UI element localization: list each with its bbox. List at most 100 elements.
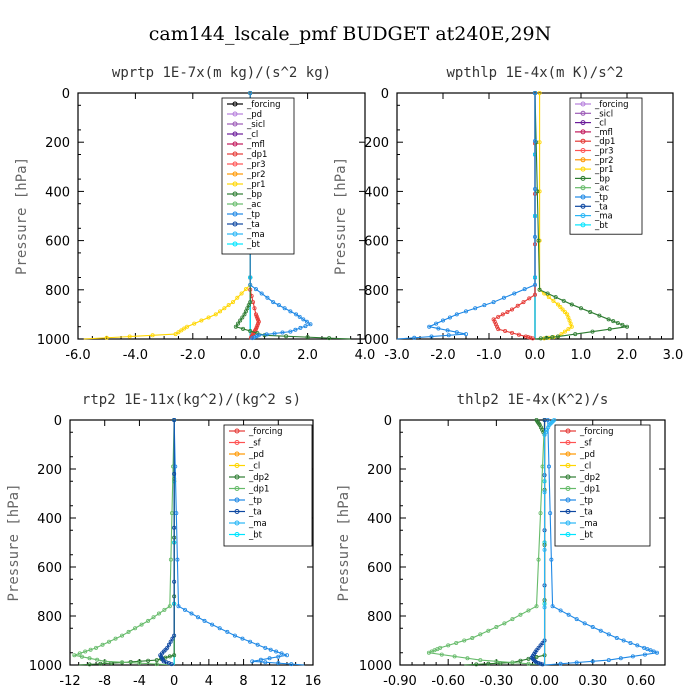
legend-marker <box>580 129 586 135</box>
series-marker <box>579 306 584 311</box>
series-marker <box>253 287 258 292</box>
series-marker <box>494 625 499 630</box>
x-tick-label: -4.0 <box>123 348 148 363</box>
series-marker <box>301 317 306 322</box>
series-marker <box>533 282 538 287</box>
series-marker <box>235 295 240 300</box>
series-marker <box>635 643 640 648</box>
legend-item: _bt <box>229 531 263 541</box>
legend-item: _sicl <box>227 120 265 130</box>
series-marker <box>527 296 532 301</box>
series-marker <box>254 334 259 339</box>
legend-label: _sf <box>579 439 593 449</box>
series-marker <box>454 312 459 317</box>
series-marker <box>272 331 277 336</box>
series-marker <box>120 633 125 638</box>
series-marker <box>150 333 155 338</box>
series-marker <box>549 557 554 562</box>
legend-item: _dp2 <box>229 473 269 483</box>
series-marker <box>542 547 547 552</box>
series-marker <box>304 319 309 324</box>
series-marker <box>222 306 227 311</box>
series-marker <box>534 604 539 609</box>
legend-label: _ma <box>248 519 267 529</box>
series-markers-dp1 <box>72 417 177 667</box>
series-marker <box>512 291 517 296</box>
series-marker <box>614 636 619 641</box>
series-marker <box>463 309 468 314</box>
series-marker <box>175 557 180 562</box>
legend-marker <box>565 532 571 537</box>
legend-label: _cl <box>579 462 591 472</box>
series-marker <box>537 287 542 292</box>
y-axis-label: Pressure [hPa] <box>14 157 30 275</box>
series-marker <box>255 642 260 647</box>
legend-marker <box>580 175 586 181</box>
legend-item: _bt <box>227 240 261 250</box>
series-marker <box>246 303 251 308</box>
legend-item: _pr2 <box>575 156 614 166</box>
series-marker <box>545 291 550 296</box>
y-axis-label: Pressure [hPa] <box>333 157 349 275</box>
legend-marker <box>234 474 240 480</box>
x-tick-label: 0.60 <box>626 674 655 689</box>
series-marker <box>248 91 253 96</box>
series-marker <box>611 319 616 324</box>
x-tick-label: 0.0 <box>240 348 261 363</box>
series-marker <box>526 656 531 661</box>
legend-label: _dp1 <box>246 150 267 160</box>
legend-item: _ta <box>227 220 260 230</box>
series-marker <box>254 314 259 319</box>
series-marker <box>588 309 593 314</box>
series-marker <box>72 653 77 658</box>
x-tick-label: -0.30 <box>480 674 514 689</box>
panel-title: wpthlp 1E-4x(m K)/s^2 <box>446 65 623 81</box>
legend-item: _ma <box>227 230 265 240</box>
series-marker <box>590 659 595 664</box>
series-marker <box>77 651 82 656</box>
legend-label: _tp <box>248 496 262 506</box>
legend-label: _ta <box>594 202 608 212</box>
legend-marker <box>232 241 238 247</box>
legend-marker <box>580 203 586 209</box>
series-marker <box>230 300 235 305</box>
series-marker <box>113 636 118 641</box>
legend-item: _dp1 <box>227 150 267 160</box>
series-marker <box>491 300 496 305</box>
series-marker <box>83 649 88 654</box>
series-line-dp2 <box>78 420 175 666</box>
series-marker <box>526 335 531 340</box>
legend-marker <box>234 520 240 526</box>
series-marker <box>243 287 248 292</box>
legend-item: _ac <box>227 200 261 210</box>
y-tick-label: 0 <box>384 414 392 429</box>
legend-label: _pd <box>246 110 262 120</box>
legend-item: _pr2 <box>227 170 266 180</box>
series-marker <box>241 326 246 331</box>
series-marker <box>259 291 264 296</box>
series-marker <box>256 333 261 338</box>
x-tick-label: 2.0 <box>617 348 638 363</box>
legend-item: _pr1 <box>575 165 614 175</box>
legend-item: _mfl <box>575 128 613 138</box>
series-marker <box>615 321 620 326</box>
series-marker <box>590 625 595 630</box>
series-marker <box>298 325 303 330</box>
series-marker <box>518 612 523 617</box>
series-marker <box>169 662 174 667</box>
series-marker <box>478 632 483 637</box>
legend-marker <box>580 120 586 126</box>
legend-marker <box>234 428 240 434</box>
series-marker <box>597 313 602 318</box>
series-marker <box>107 639 112 644</box>
legend-item: _ta <box>560 508 593 518</box>
series-line-bp <box>534 92 630 340</box>
series-marker <box>598 628 603 633</box>
series-marker <box>533 234 538 239</box>
legend-label: _pr2 <box>246 170 266 180</box>
series-marker <box>137 661 142 666</box>
legend-label: _dp1 <box>594 137 615 147</box>
series-marker <box>561 298 566 303</box>
series-marker <box>537 189 542 194</box>
y-tick-label: 400 <box>37 512 62 527</box>
